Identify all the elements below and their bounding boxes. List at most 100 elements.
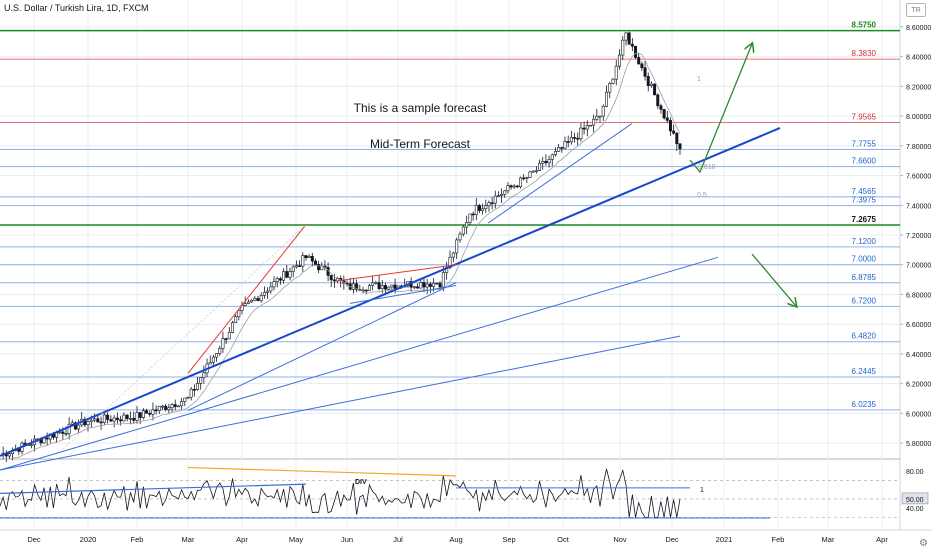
- candle-body: [422, 282, 426, 288]
- x-tick-label: Mar: [182, 535, 195, 544]
- candle-body: [585, 125, 589, 130]
- candle-body: [77, 424, 81, 430]
- fib-05-label: 0.5: [697, 192, 707, 199]
- candle-body: [490, 202, 494, 205]
- candle-body: [355, 283, 359, 290]
- candle-body: [393, 284, 397, 289]
- candle-body: [665, 117, 669, 121]
- candle-body: [128, 418, 132, 420]
- candle-body: [138, 412, 142, 418]
- rsi-trend-line: [0, 483, 307, 494]
- y-tick-label: 8.40000: [906, 55, 931, 62]
- trend-line-upper: [487, 123, 633, 224]
- candle-body: [544, 160, 548, 164]
- candle-body: [122, 414, 126, 422]
- candle-body: [553, 151, 557, 156]
- candle-body: [199, 377, 203, 384]
- candle-body: [377, 282, 381, 289]
- candle-body: [538, 162, 542, 171]
- candle-body: [282, 271, 286, 281]
- candle-body: [89, 419, 93, 422]
- x-tick-label: Dec: [665, 535, 679, 544]
- x-tick-label: Apr: [876, 535, 888, 544]
- candle-body: [202, 372, 206, 378]
- candle-body: [367, 285, 371, 291]
- candle-body: [515, 185, 519, 188]
- candle-body: [566, 141, 570, 143]
- candle-body: [579, 127, 583, 140]
- candle-body: [154, 409, 158, 412]
- candle-body: [509, 185, 513, 188]
- rsi-marker-label: 1: [700, 487, 704, 494]
- candle-body: [383, 285, 387, 290]
- candle-body: [512, 185, 516, 188]
- candle-body: [458, 233, 462, 241]
- candle-body: [528, 171, 532, 178]
- gear-icon[interactable]: ⚙: [919, 538, 928, 549]
- candle-body: [441, 272, 445, 288]
- y-tick-label: 7.00000: [906, 263, 931, 270]
- candle-body: [500, 193, 504, 196]
- candle-body: [70, 422, 74, 425]
- candle-body: [576, 137, 580, 140]
- candle-body: [125, 414, 129, 419]
- candle-body: [416, 286, 420, 289]
- candle-body: [227, 332, 231, 340]
- candle-body: [109, 419, 113, 422]
- candle-body: [278, 278, 282, 281]
- candle-body: [387, 286, 391, 290]
- candle-body: [557, 147, 561, 152]
- candle-body: [675, 132, 679, 145]
- candle-body: [106, 414, 110, 420]
- x-tick-label: Feb: [131, 535, 144, 544]
- divergence-label: DIV: [355, 479, 367, 486]
- candle-body: [221, 338, 225, 349]
- candle-body: [145, 410, 149, 414]
- fib-1-label: 1: [697, 76, 701, 83]
- candle-body: [573, 137, 577, 139]
- y-tick-label: 7.80000: [906, 144, 931, 151]
- candle-body: [253, 298, 257, 301]
- candle-body: [256, 298, 260, 301]
- candle-body: [83, 418, 87, 426]
- level-label: 6.7200: [852, 296, 877, 305]
- candle-body: [646, 76, 650, 87]
- candle-body: [640, 63, 644, 69]
- candle-body: [569, 137, 573, 143]
- candle-body: [471, 213, 475, 216]
- candle-body: [522, 177, 526, 180]
- candle-body: [451, 252, 455, 258]
- candle-body: [29, 444, 33, 447]
- candle-body: [550, 154, 554, 160]
- x-tick-label: Dec: [27, 535, 41, 544]
- candle-body: [477, 205, 481, 211]
- level-label: 6.4820: [852, 332, 877, 341]
- candle-body: [269, 286, 273, 292]
- candle-body: [102, 414, 106, 423]
- y-tick-label: 6.40000: [906, 352, 931, 359]
- candle-body: [519, 177, 523, 188]
- candle-body: [291, 266, 295, 272]
- candle-body: [419, 282, 423, 289]
- candle-body: [96, 418, 100, 423]
- candle-body: [484, 205, 488, 210]
- level-label: 7.0000: [852, 255, 877, 264]
- candle-body: [294, 265, 298, 268]
- candle-body: [151, 409, 155, 415]
- x-tick-label: Apr: [236, 535, 248, 544]
- bearish-forecast-arrow: [751, 253, 796, 306]
- candle-body: [617, 54, 621, 67]
- level-label: 6.2445: [852, 367, 877, 376]
- candle-body: [301, 255, 305, 267]
- candle-body: [262, 292, 266, 296]
- candle-body: [246, 301, 250, 304]
- candle-body: [250, 299, 254, 303]
- candle-body: [192, 388, 196, 391]
- trend-line-lower: [0, 256, 719, 471]
- candle-body: [611, 78, 615, 84]
- level-label: 6.0235: [852, 400, 877, 409]
- x-tick-label: 2021: [716, 535, 733, 544]
- candle-body: [637, 57, 641, 65]
- x-tick-label: Aug: [449, 535, 462, 544]
